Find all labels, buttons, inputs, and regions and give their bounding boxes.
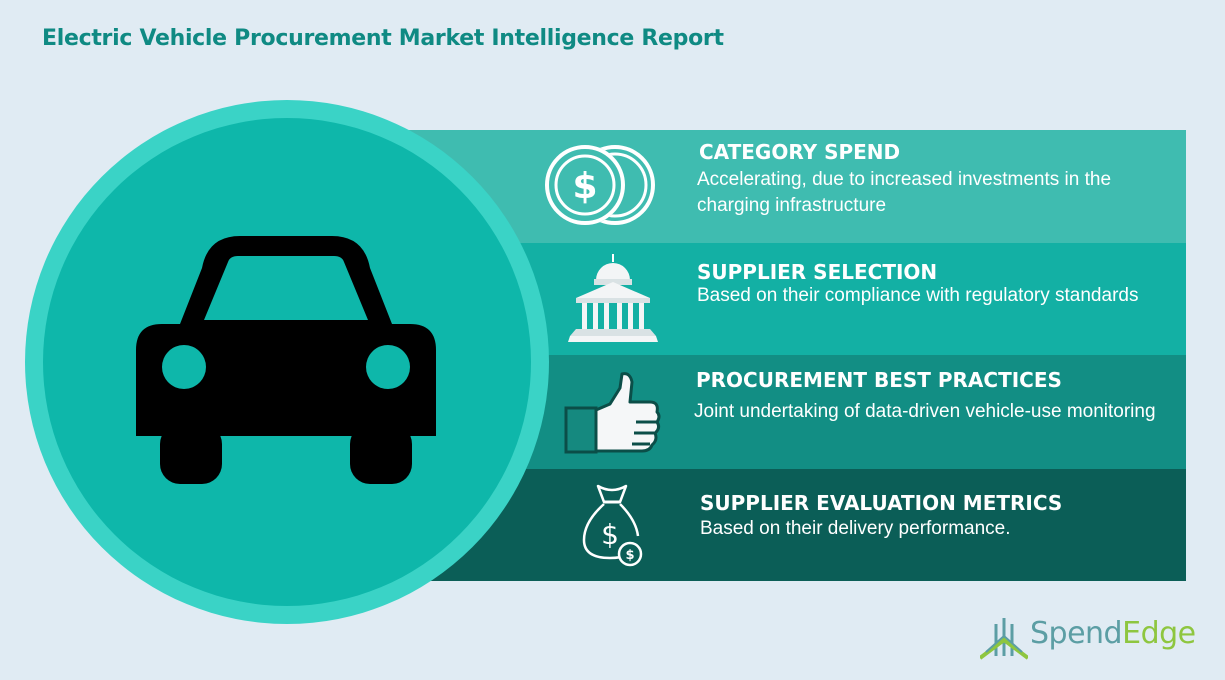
car-icon: [136, 236, 436, 484]
svg-text:$: $: [601, 518, 619, 551]
coins-dollar-icon: $: [545, 145, 655, 225]
supplier-evaluation-metrics-heading: SUPPLIER EVALUATION METRICS: [700, 491, 1063, 515]
procurement-best-practices-heading: PROCUREMENT BEST PRACTICES: [696, 368, 1062, 392]
spendedge-logo-text: SpendEdge: [1030, 616, 1196, 651]
svg-text:$: $: [572, 166, 597, 207]
supplier-selection-heading: SUPPLIER SELECTION: [697, 260, 938, 284]
brand-name-part2: Edge: [1122, 616, 1196, 651]
category-spend-band: [400, 130, 1186, 243]
procurement-best-practices-description: Joint undertaking of data-driven vehicle…: [694, 401, 1156, 422]
page-title: Electric Vehicle Procurement Market Inte…: [42, 26, 724, 51]
category-spend-heading: CATEGORY SPEND: [699, 140, 901, 164]
supplier-selection-description: Based on their compliance with regulator…: [697, 285, 1139, 306]
brand-name-part1: Spend: [1030, 616, 1123, 651]
money-bag-icon: $ $: [582, 484, 643, 567]
government-building-icon: [568, 254, 658, 342]
svg-text:$: $: [625, 548, 634, 563]
supplier-evaluation-metrics-band: [400, 469, 1186, 581]
spendedge-logo-icon: [980, 618, 1028, 660]
thumbs-up-icon: [564, 372, 661, 454]
supplier-evaluation-metrics-description: Based on their delivery performance.: [700, 518, 1011, 539]
category-spend-description: Accelerating, due to increased investmen…: [697, 169, 1112, 216]
